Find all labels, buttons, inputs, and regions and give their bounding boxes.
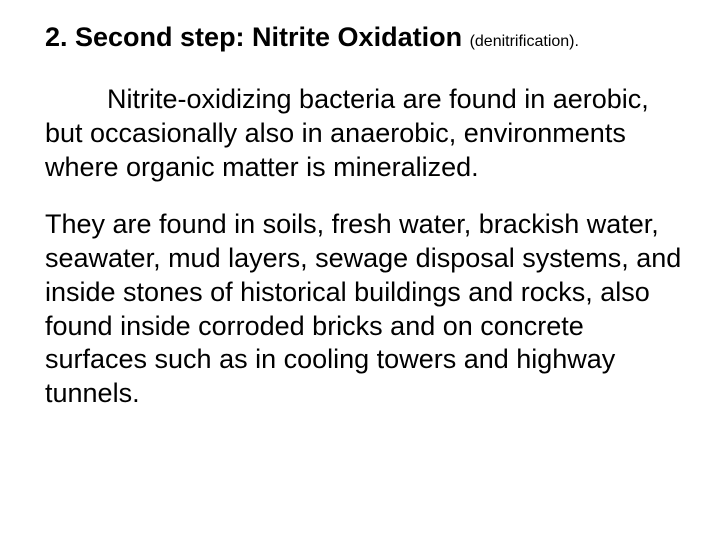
paragraph-1-text: Nitrite-oxidizing bacteria are found in … [45,84,649,182]
paragraph-1: Nitrite-oxidizing bacteria are found in … [45,83,690,184]
paragraph-2-text: They are found in soils, fresh water, br… [45,209,681,408]
paragraph-2: They are found in soils, fresh water, br… [45,208,690,411]
heading-main-text: 2. Second step: Nitrite Oxidation [45,22,470,52]
heading-sub-text: (denitrification). [470,33,579,50]
slide-heading: 2. Second step: Nitrite Oxidation (denit… [45,20,690,55]
